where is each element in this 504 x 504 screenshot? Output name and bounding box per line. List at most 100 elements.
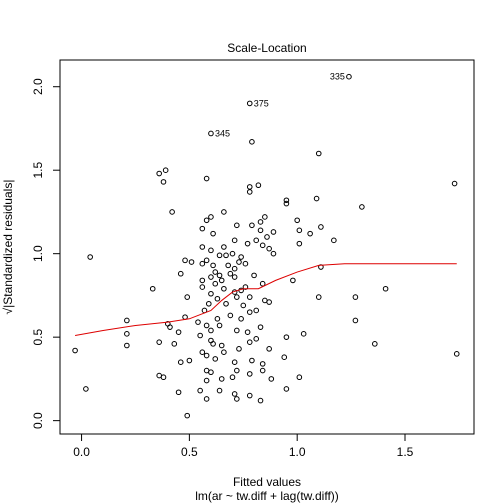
data-point [382,285,389,292]
data-point [83,386,89,392]
data-point [212,356,219,362]
data-point [246,294,253,300]
data-point [231,391,238,397]
data-point [218,342,225,349]
data-point [203,396,210,402]
data-point [315,294,322,300]
x-axis-label: Fitted values [233,475,301,489]
data-point [199,225,206,232]
data-point [177,270,184,277]
data-point [266,245,272,252]
data-point [229,374,236,381]
data-point [352,317,359,324]
data-point [246,392,253,399]
data-point [197,332,203,339]
data-point [212,280,219,287]
data-point [186,357,193,364]
y-axis: 0.0 0.5 1.0 1.5 2.0 [31,78,61,429]
data-point [216,387,223,394]
data-point [259,242,266,249]
data-point [175,329,182,335]
data-point [249,222,255,229]
data-point [199,244,206,250]
point-label: 335 [330,72,345,82]
data-point [223,252,229,259]
data-point [203,257,210,264]
data-point [212,269,219,275]
data-point [231,359,238,366]
data-point [257,219,264,225]
data-point [197,387,203,394]
data-point [300,331,307,337]
x-axis: 0.0 0.5 1.0 1.5 [73,433,414,459]
data-point [208,369,214,376]
data-point [236,346,242,352]
data-point [283,386,290,392]
data-point [290,277,296,284]
y-tick-label: 1.0 [31,245,45,262]
data-point [188,259,195,265]
data-point [264,234,270,240]
data-point [296,240,303,247]
data-point [175,389,182,396]
data-point [270,229,277,235]
point-label: 345 [215,128,230,138]
data-point [244,329,251,335]
data-point [87,254,93,260]
data-point [259,361,266,367]
data-point [266,299,272,305]
points-layer [72,73,460,419]
data-point [234,367,240,374]
data-point [451,180,458,187]
smoother-line [75,263,457,336]
data-point [199,349,206,355]
data-point [221,244,227,250]
data-point [199,277,206,284]
data-point [346,73,352,80]
data-point [255,182,262,189]
chart-title: Scale-Location [227,41,306,55]
data-point [246,189,253,195]
data-point [216,272,223,279]
data-point [296,374,303,381]
data-point [262,214,268,220]
data-point [359,204,365,210]
data-point [229,250,236,257]
data-point [315,150,322,157]
data-point [208,290,214,297]
data-point [281,354,288,360]
data-point [124,331,130,337]
data-point [253,307,260,314]
data-point [72,347,78,354]
data-point [221,209,227,215]
data-point [283,200,290,207]
data-point [331,237,337,244]
data-point [227,270,234,277]
data-point [246,309,253,315]
data-point [171,341,178,347]
data-point [372,341,378,347]
data-point [208,274,214,280]
data-point [246,371,253,377]
data-point [124,342,130,349]
y-axis-label: √|Standardized residuals| [1,180,15,315]
data-point [203,352,210,359]
data-point [268,376,275,382]
data-point [208,247,214,254]
data-point [296,227,303,234]
data-point [216,322,223,329]
data-point [203,377,210,384]
data-point [240,302,247,309]
data-point [182,257,188,264]
data-point [246,100,253,107]
data-point [251,272,257,279]
data-point [218,277,225,284]
x-tick-label: 1.5 [397,445,414,459]
data-point [231,274,238,280]
data-point [242,284,249,290]
y-tick-label: 2.0 [31,78,45,95]
x-axis-subtitle: lm(ar ~ tw.diff + lag(tw.diff)) [195,489,339,503]
data-point [231,237,238,244]
data-point [160,179,167,185]
data-point [156,339,162,345]
